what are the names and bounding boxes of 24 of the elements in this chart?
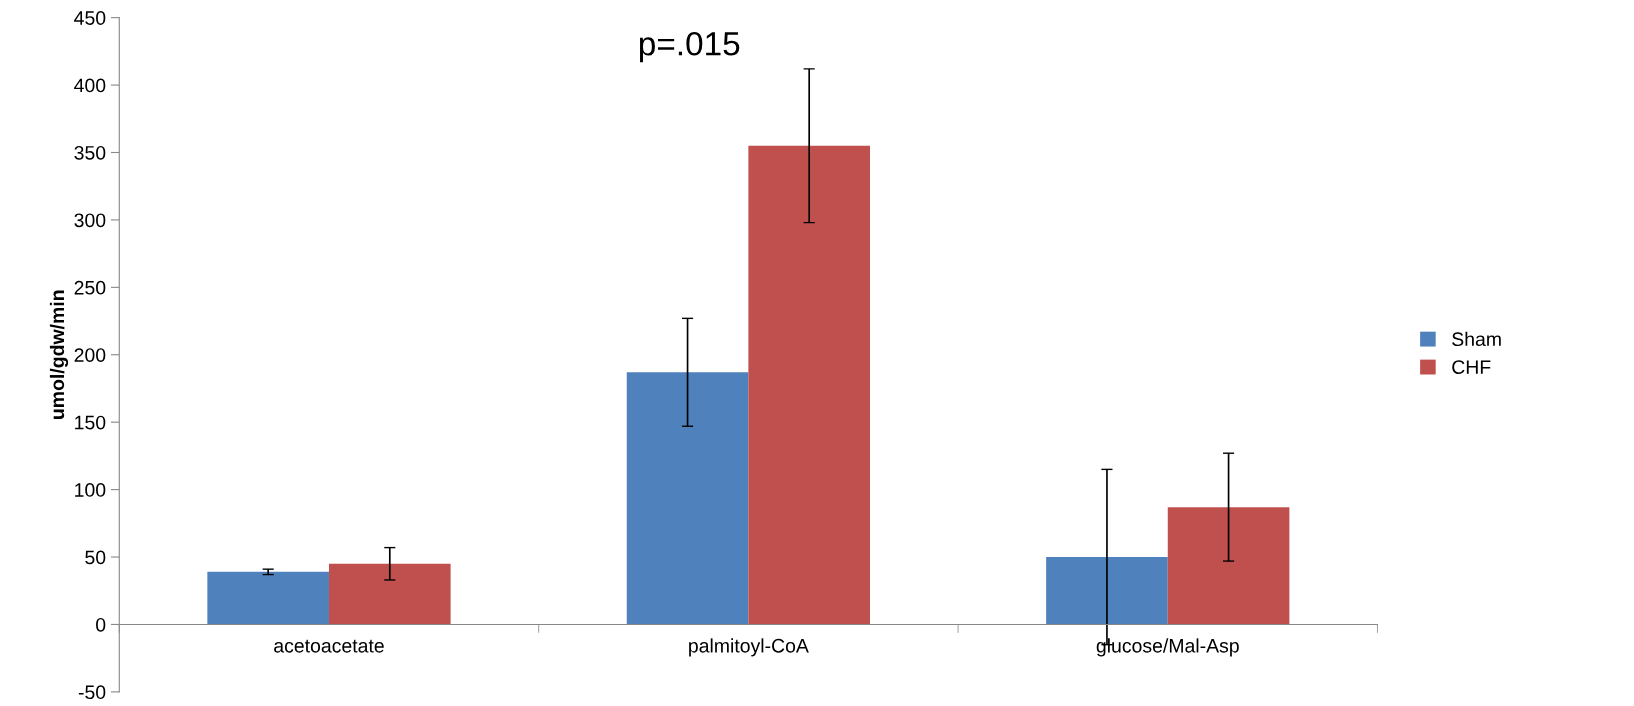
y-tick-label: 150 <box>75 415 106 430</box>
y-tick-label: 450 <box>74 11 106 25</box>
annotation: p=.015 <box>639 31 740 63</box>
bar <box>1167 507 1290 625</box>
bar <box>748 145 870 625</box>
x-tick-label: acetoacetate <box>274 639 384 653</box>
y-tick-label: 250 <box>74 280 106 295</box>
y-tick-label: -50 <box>78 685 106 700</box>
y-tick-label: 100 <box>75 483 106 497</box>
legend-label: Sham <box>1452 331 1501 347</box>
y-tick-label: 350 <box>74 145 106 160</box>
y-tick-label: 50 <box>85 550 106 565</box>
bar <box>1046 557 1168 625</box>
y-axis-title: umol/gdw/min <box>49 290 69 419</box>
bar <box>207 571 329 625</box>
y-tick-label: 400 <box>74 78 106 93</box>
y-tick-label: 300 <box>74 213 106 228</box>
bar <box>328 563 451 625</box>
x-tick-label: palmitoyl-CoA <box>689 638 809 657</box>
y-tick-label: 0 <box>96 617 106 632</box>
legend-label: CHF <box>1452 360 1491 375</box>
x-tick-label: glucose/Mal-Asp <box>1096 638 1239 657</box>
bar <box>626 372 749 625</box>
y-tick-label: 200 <box>74 348 106 362</box>
